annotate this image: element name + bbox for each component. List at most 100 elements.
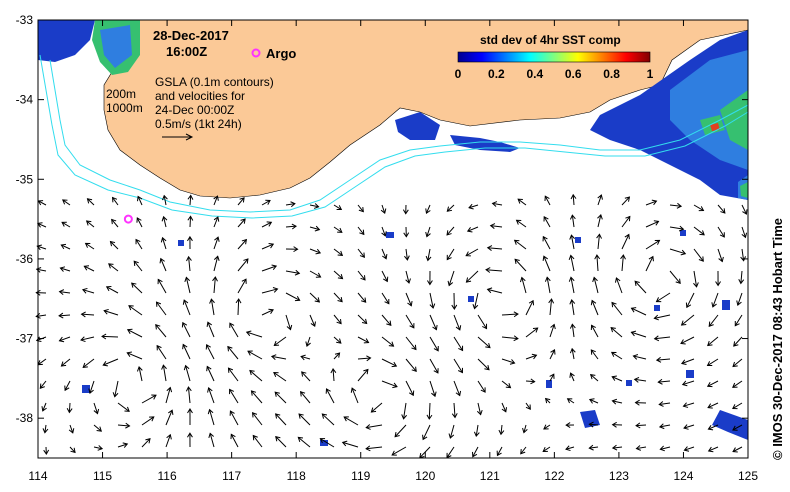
velocity-arrow-head [648, 255, 654, 262]
velocity-arrow [525, 300, 534, 316]
velocity-arrow [474, 292, 479, 309]
velocity-arrow [549, 373, 555, 382]
velocity-arrow-head [590, 324, 596, 331]
velocity-arrow [543, 216, 551, 228]
velocity-arrow [429, 314, 437, 330]
velocity-arrow [707, 336, 719, 346]
velocity-arrow [631, 307, 647, 316]
velocity-arrow [426, 226, 431, 237]
velocity-arrow-head [274, 391, 280, 397]
velocity-arrow [64, 380, 71, 391]
velocity-arrow [517, 198, 527, 206]
velocity-arrow [429, 380, 436, 397]
velocity-arrow [660, 446, 671, 450]
velocity-arrow [103, 358, 119, 366]
velocity-arrow-head [565, 445, 571, 452]
velocity-arrow [112, 197, 119, 206]
velocity-arrow-head [681, 380, 688, 387]
velocity-arrow-head [680, 249, 687, 256]
velocity-arrow-head [597, 213, 603, 220]
velocity-arrow [708, 314, 719, 327]
velocity-arrow-head [161, 364, 167, 370]
velocity-arrow [634, 378, 647, 382]
velocity-arrow-head [360, 275, 366, 281]
velocity-arrow [477, 336, 491, 349]
velocity-arrow [163, 195, 167, 206]
velocity-arrow-head [290, 201, 296, 208]
velocity-arrow [261, 265, 277, 272]
velocity-arrow [683, 402, 695, 407]
velocity-arrow [654, 314, 671, 319]
x-tick-label: 122 [544, 469, 564, 483]
velocity-arrow [237, 298, 240, 316]
velocity-arrow [570, 235, 575, 250]
velocity-arrow [708, 446, 719, 452]
velocity-arrow [298, 413, 311, 426]
velocity-arrow [237, 278, 247, 294]
velocity-arrow-head [473, 431, 480, 438]
velocity-arrow [514, 258, 527, 272]
velocity-arrow [357, 292, 367, 303]
velocity-arrow-head [732, 447, 738, 453]
velocity-arrow [658, 380, 671, 383]
velocity-arrow [59, 291, 71, 294]
velocity-arrow-head [186, 255, 192, 262]
velocity-arrow-head [301, 371, 307, 377]
velocity-arrow [182, 344, 191, 360]
velocity-arrow-head [699, 230, 705, 236]
velocity-arrow [93, 446, 103, 450]
velocity-arrow-head [458, 345, 464, 352]
velocity-arrow-head [35, 289, 41, 296]
velocity-arrow [213, 256, 219, 272]
velocity-arrow [684, 446, 695, 451]
velocity-arrow [261, 309, 274, 316]
velocity-arrow-head [336, 338, 342, 344]
colorbar-title: std dev of 4hr SST comp [480, 33, 621, 47]
velocity-arrow-head [207, 387, 213, 393]
velocity-arrow-head [708, 321, 714, 328]
velocity-arrow [165, 387, 171, 404]
velocity-arrow-head [135, 238, 141, 245]
velocity-arrow [683, 424, 695, 429]
velocity-arrow [693, 204, 704, 211]
velocity-arrow [103, 310, 119, 316]
velocity-arrow [405, 270, 410, 284]
velocity-arrow-head [484, 365, 490, 371]
velocity-arrow [737, 292, 743, 306]
velocity-arrow [590, 349, 599, 360]
velocity-arrow [162, 365, 167, 382]
velocity-arrow [333, 226, 343, 233]
velocity-arrow-head [590, 299, 597, 306]
velocity-arrow-head [60, 361, 67, 367]
velocity-arrow [69, 424, 74, 434]
velocity-arrow-head [491, 201, 498, 207]
velocity-arrow-head [187, 194, 194, 200]
velocity-arrow-head [43, 449, 50, 455]
velocity-arrow-head [678, 225, 685, 232]
velocity-arrow-head [330, 367, 337, 374]
velocity-arrow-head [381, 231, 387, 237]
velocity-arrow [621, 196, 630, 206]
colorbar-tick-label: 0.6 [565, 67, 582, 81]
velocity-arrow-head [655, 297, 662, 303]
velocity-arrow [501, 358, 515, 364]
velocity-arrow [333, 292, 343, 303]
velocity-arrow-head [544, 397, 551, 404]
velocity-arrow [381, 248, 387, 259]
velocity-arrow [636, 424, 647, 427]
velocity-arrow-head [485, 267, 491, 273]
velocity-arrow [514, 239, 527, 250]
velocity-arrow-head [624, 233, 630, 240]
velocity-arrow-head [446, 230, 452, 236]
velocity-arrow-head [707, 425, 714, 431]
velocity-arrow [669, 270, 681, 284]
velocity-arrow-head [273, 371, 279, 378]
velocity-arrow [448, 270, 455, 286]
velocity-arrow [227, 346, 239, 360]
velocity-arrow [501, 402, 507, 413]
velocity-arrow-head [425, 208, 431, 215]
velocity-arrow-head [60, 243, 67, 250]
velocity-arrow [631, 331, 647, 338]
velocity-arrow-head [451, 304, 458, 310]
velocity-arrow-head [446, 206, 453, 212]
